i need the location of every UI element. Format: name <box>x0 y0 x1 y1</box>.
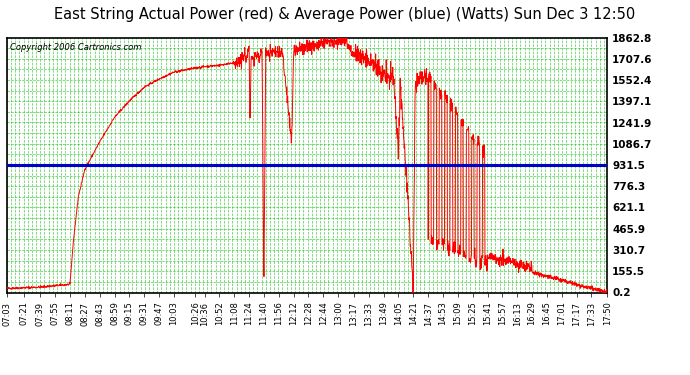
Text: Copyright 2006 Cartronics.com: Copyright 2006 Cartronics.com <box>10 43 141 52</box>
Text: East String Actual Power (red) & Average Power (blue) (Watts) Sun Dec 3 12:50: East String Actual Power (red) & Average… <box>55 8 635 22</box>
